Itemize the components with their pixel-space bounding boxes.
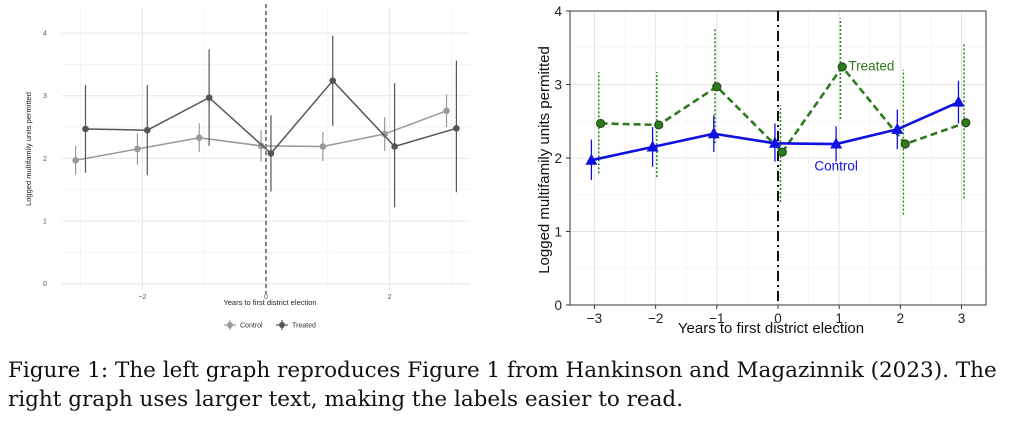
left-y-tick-label: 3 <box>43 93 47 100</box>
legend-key-point <box>279 322 285 328</box>
right-x-axis-label: Years to first district election <box>678 320 864 337</box>
right-chart: −3 −2 −1 0 1 2 3 0 1 2 3 4 Years to first district e… <box>536 4 987 337</box>
right-y-tick-label: 2 <box>554 151 562 166</box>
caption-line-1: Figure 1: The left graph reproduces Figu… <box>8 358 997 383</box>
legend-label: Treated <box>292 323 316 330</box>
left-data-point <box>453 125 460 132</box>
left-y-tick-label: 0 <box>43 281 47 288</box>
right-data-point <box>961 118 971 128</box>
right-data-point <box>646 140 659 152</box>
annotation-treated: Treated <box>848 59 894 74</box>
right-data-point <box>830 137 843 149</box>
right-data-point <box>768 136 781 148</box>
left-x-tick-label: 2 <box>388 294 392 301</box>
left-data-point <box>72 156 79 164</box>
left-series-control <box>72 94 450 175</box>
right-x-tick-label: −3 <box>587 311 602 326</box>
right-data-point <box>595 118 606 129</box>
caption-line-2: right graph uses larger text, making the… <box>8 387 684 412</box>
left-data-point <box>391 143 398 150</box>
figure-caption: Figure 1: The left graph reproduces Figu… <box>8 356 1018 414</box>
left-chart: −2 0 2 0 1 2 3 4 Years to first district electio… <box>24 4 470 330</box>
left-data-point <box>257 142 265 150</box>
right-x-tick-label: 1 <box>835 311 843 326</box>
right-y-axis-label: Logged multifamily units permitted <box>536 46 553 274</box>
left-data-point <box>82 125 89 133</box>
left-data-point <box>381 130 388 138</box>
right-x-tick-label: 0 <box>774 311 782 326</box>
left-data-point <box>319 143 327 150</box>
left-data-point <box>443 107 450 115</box>
left-data-point <box>267 150 275 157</box>
right-x-tick-label: −2 <box>648 311 663 326</box>
left-y-axis-label: Logged multifamily units permitted <box>24 92 33 206</box>
right-data-point <box>891 122 904 134</box>
right-data-point <box>712 82 722 92</box>
right-data-point <box>900 139 910 149</box>
right-y-tick-label: 1 <box>554 225 562 240</box>
right-x-tick-label: 3 <box>958 311 966 326</box>
left-x-axis-label: Years to first district election <box>223 298 316 307</box>
left-series-treated <box>82 35 460 208</box>
left-x-tick-label: 0 <box>264 294 268 301</box>
right-x-tick-label: 2 <box>897 311 905 326</box>
left-x-tick-label: −2 <box>138 294 146 301</box>
legend-item-control: Control <box>224 320 263 330</box>
legend-label: Control <box>240 323 263 330</box>
right-data-point <box>952 95 965 107</box>
left-data-point <box>329 77 337 84</box>
right-series-control <box>585 80 965 181</box>
left-y-tick-label: 2 <box>43 156 47 163</box>
left-data-point <box>144 126 151 134</box>
left-data-point <box>205 94 213 101</box>
right-data-point <box>777 147 787 157</box>
legend-item-treated: Treated <box>276 320 316 330</box>
right-y-tick-label: 4 <box>554 4 562 19</box>
left-y-tick-label: 1 <box>43 219 47 226</box>
right-y-tick-label: 3 <box>554 78 562 93</box>
legend-key-point <box>227 322 233 328</box>
left-y-tick-label: 4 <box>43 31 47 38</box>
right-y-tick-label: 0 <box>554 298 562 313</box>
annotation-control: Control <box>814 158 858 173</box>
right-data-point <box>585 153 598 165</box>
left-data-point <box>134 145 141 153</box>
left-legend: Control Treated <box>224 320 316 330</box>
right-data-point <box>654 120 664 130</box>
right-x-tick-label: −1 <box>709 311 724 326</box>
charts-canvas: −2 0 2 0 1 2 3 4 Years to first district electio… <box>24 4 987 337</box>
right-series-treated <box>595 18 971 215</box>
right-data-point <box>837 62 847 72</box>
left-data-point <box>195 134 203 142</box>
right-data-point <box>707 127 720 139</box>
